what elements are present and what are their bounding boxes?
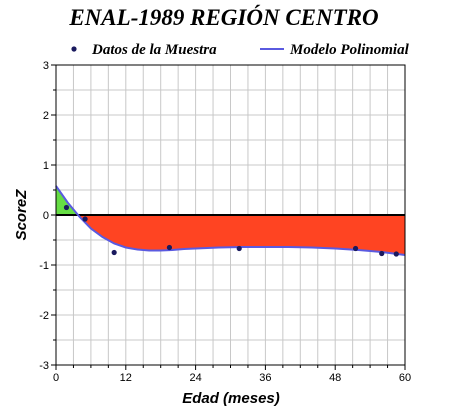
x-tick-label: 24: [189, 372, 201, 384]
model-curve-group: [55, 185, 406, 256]
x-axis-label: Edad (meses): [182, 390, 280, 407]
y-axis-label: ScoreZ: [13, 189, 30, 241]
data-points: [63, 204, 399, 257]
x-tick-label: 36: [259, 372, 271, 384]
area-fills: [56, 186, 406, 255]
x-tick-label: 12: [120, 372, 132, 384]
area-above-zero: [56, 186, 79, 215]
data-point: [236, 245, 242, 252]
x-tick-label: 0: [53, 372, 59, 384]
legend: Datos de la Muestra Modelo Polinomial: [71, 42, 410, 58]
x-tick-label: 48: [329, 372, 341, 384]
y-tick-label: 3: [43, 60, 49, 72]
legend-marker-datos: [71, 46, 77, 52]
data-point: [352, 245, 359, 252]
data-point: [379, 250, 385, 257]
legend-label-datos: Datos de la Muestra: [91, 42, 217, 58]
model-curve: [55, 185, 406, 256]
y-tick-label: -3: [39, 360, 49, 372]
y-tick-label: 0: [43, 210, 49, 222]
data-point: [82, 216, 88, 222]
y-tick-label: -2: [39, 310, 49, 322]
data-point: [63, 204, 70, 211]
x-tick-label: 60: [399, 372, 411, 384]
y-tick-label: 1: [43, 160, 49, 172]
chart-title: ENAL-1989 REGIÓN CENTRO: [68, 4, 378, 30]
data-point: [393, 251, 399, 257]
legend-label-modelo: Modelo Polinomial: [289, 42, 410, 58]
data-point: [166, 244, 173, 251]
y-tick-label: 2: [43, 110, 49, 122]
area-below-zero: [78, 215, 406, 255]
y-tick-label: -1: [39, 260, 49, 272]
data-point: [111, 249, 117, 256]
